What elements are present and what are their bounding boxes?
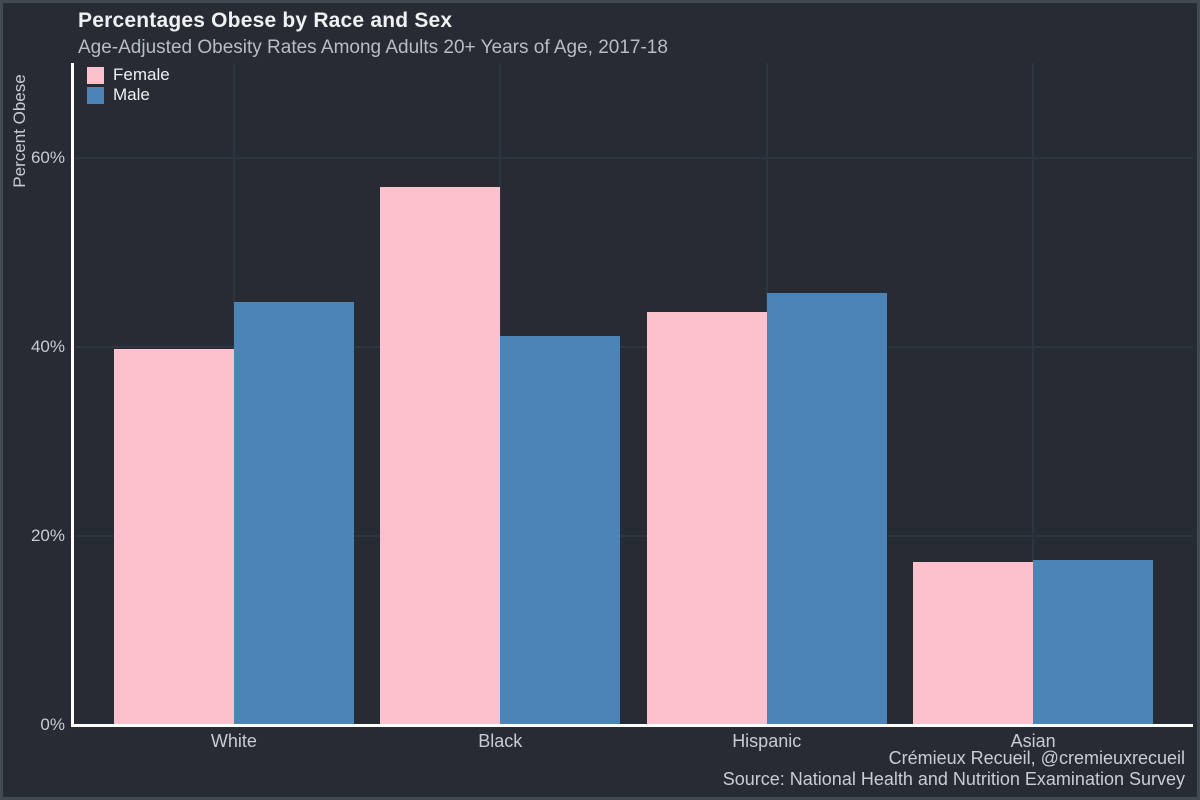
y-axis-line — [71, 63, 74, 727]
bar-white-male — [233, 302, 354, 725]
caption-source: Source: National Health and Nutrition Ex… — [722, 769, 1185, 789]
gridline-vertical-asian — [1032, 63, 1035, 725]
y-axis-title: Percent Obese — [10, 74, 29, 188]
bar-black-female — [380, 186, 501, 725]
bar-black-male — [500, 336, 621, 725]
x-tick-label-black: Black — [478, 731, 523, 751]
legend-label-male: Male — [113, 85, 150, 104]
legend-label-female: Female — [113, 65, 170, 84]
bar-asian-female — [913, 562, 1034, 725]
bar-white-female — [113, 348, 234, 725]
x-tick-label-asian: Asian — [1010, 731, 1056, 751]
gridline-horizontal-40 — [74, 345, 1193, 348]
legend-swatch-female-icon — [87, 66, 104, 84]
y-tick-label-20: 20% — [30, 525, 65, 545]
bar-hispanic-male — [766, 292, 887, 725]
x-axis-line — [71, 724, 1193, 727]
caption-attribution: Crémieux Recueil, @cremieuxrecueil — [888, 748, 1185, 768]
gridline-horizontal-20 — [74, 534, 1193, 537]
chart-subtitle: Age-Adjusted Obesity Rates Among Adults … — [78, 37, 668, 58]
bar-asian-male — [1033, 559, 1154, 725]
y-tick-label-60: 60% — [30, 147, 65, 167]
y-tick-label-0: 0% — [40, 715, 65, 734]
caption: Crémieux Recueil, @cremieuxrecueil Sourc… — [723, 748, 1185, 790]
legend-row-female: Female — [87, 65, 170, 85]
x-tick-label-hispanic: Hispanic — [732, 731, 802, 751]
x-tick-label-white: White — [210, 731, 257, 751]
legend-swatch-male-icon — [87, 86, 104, 104]
legend-row-male: Male — [87, 85, 170, 105]
bar-hispanic-female — [646, 311, 767, 725]
chart-title: Percentages Obese by Race and Sex — [78, 9, 453, 32]
y-tick-label-40: 40% — [30, 336, 65, 356]
gridline-horizontal-60 — [74, 156, 1193, 159]
legend: Female Male — [87, 65, 170, 105]
